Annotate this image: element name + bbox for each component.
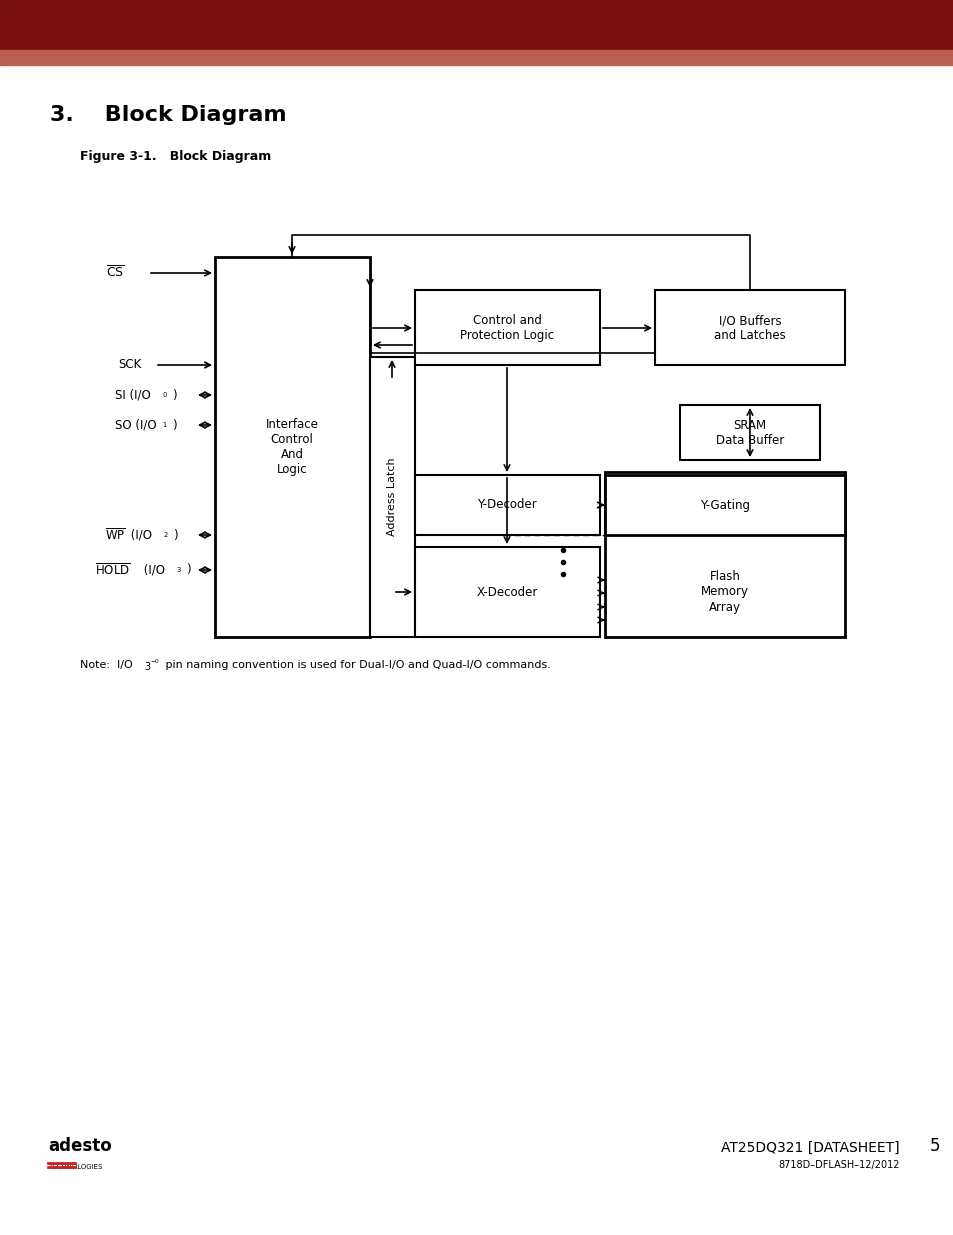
Text: X-Decoder: X-Decoder <box>476 585 537 599</box>
Text: (I/O: (I/O <box>127 529 152 541</box>
Text: $_3$: $_3$ <box>175 564 182 576</box>
Text: AT25DQ321 [DATASHEET]: AT25DQ321 [DATASHEET] <box>720 1141 899 1155</box>
Text: $\overline{\mathrm{CS}}$: $\overline{\mathrm{CS}}$ <box>106 266 124 280</box>
Bar <box>0 49 953 65</box>
Text: Y-Decoder: Y-Decoder <box>476 499 537 511</box>
Bar <box>604 475 844 535</box>
Text: 3.    Block Diagram: 3. Block Diagram <box>50 105 286 125</box>
Text: SRAM
Data Buffer: SRAM Data Buffer <box>715 419 783 447</box>
Bar <box>370 357 415 637</box>
Text: Control and
Protection Logic: Control and Protection Logic <box>459 314 554 342</box>
Bar <box>655 290 844 366</box>
Text: $_2$: $_2$ <box>163 530 169 540</box>
Text: adesto: adesto <box>48 1137 112 1155</box>
Text: Interface
Control
And
Logic: Interface Control And Logic <box>265 417 318 475</box>
Text: $_{-0}$: $_{-0}$ <box>150 657 160 666</box>
Text: $_1$: $_1$ <box>162 420 168 430</box>
Text: I/O Buffers
and Latches: I/O Buffers and Latches <box>714 314 785 342</box>
Text: ): ) <box>172 419 176 431</box>
Text: $\overline{\mathrm{WP}}$: $\overline{\mathrm{WP}}$ <box>105 527 126 542</box>
Text: Flash
Memory
Array: Flash Memory Array <box>700 571 748 614</box>
Bar <box>415 547 599 637</box>
Text: Address Latch: Address Latch <box>387 458 396 536</box>
Text: SI (I/O: SI (I/O <box>115 389 151 401</box>
Text: Note:  I/O: Note: I/O <box>80 659 132 671</box>
Text: pin naming convention is used for Dual-I/O and Quad-I/O commands.: pin naming convention is used for Dual-I… <box>162 659 550 671</box>
Bar <box>604 472 844 637</box>
Text: $3$: $3$ <box>144 659 152 672</box>
Text: 5: 5 <box>928 1137 939 1155</box>
Bar <box>214 257 370 637</box>
Text: TECHNOLOGIES: TECHNOLOGIES <box>48 1165 102 1170</box>
Text: (I/O: (I/O <box>140 563 165 577</box>
Text: ): ) <box>186 563 191 577</box>
Text: Y-Gating: Y-Gating <box>700 499 749 511</box>
Text: SO (I/O: SO (I/O <box>115 419 156 431</box>
Text: $\overline{\mathrm{HOLD}}$: $\overline{\mathrm{HOLD}}$ <box>95 562 131 578</box>
Text: ): ) <box>172 529 177 541</box>
Text: 8718D–DFLASH–12/2012: 8718D–DFLASH–12/2012 <box>778 1160 899 1170</box>
Text: ): ) <box>172 389 176 401</box>
Text: $_0$: $_0$ <box>162 390 168 400</box>
Bar <box>415 475 599 535</box>
Bar <box>415 290 599 366</box>
Text: Figure 3-1.   Block Diagram: Figure 3-1. Block Diagram <box>80 149 271 163</box>
Text: SCK: SCK <box>118 358 141 372</box>
Bar <box>0 0 953 49</box>
Bar <box>679 405 820 459</box>
